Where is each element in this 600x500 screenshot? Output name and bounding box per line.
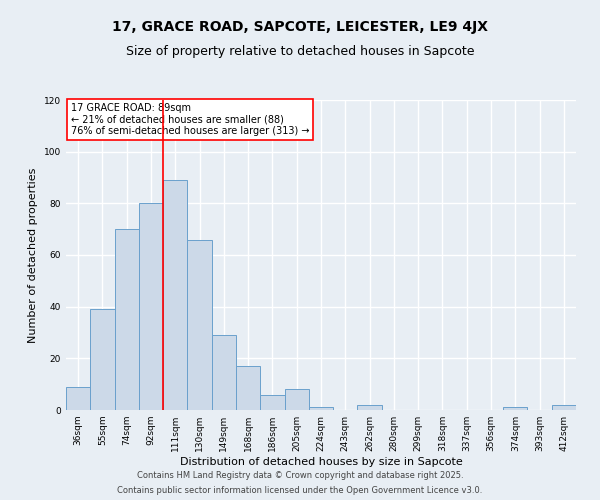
Bar xyxy=(90,309,115,410)
Text: Contains HM Land Registry data © Crown copyright and database right 2025.: Contains HM Land Registry data © Crown c… xyxy=(137,471,463,480)
Bar xyxy=(260,394,284,410)
Bar xyxy=(358,405,382,410)
Bar xyxy=(139,204,163,410)
Bar xyxy=(503,408,527,410)
Text: Contains public sector information licensed under the Open Government Licence v3: Contains public sector information licen… xyxy=(118,486,482,495)
Text: 17, GRACE ROAD, SAPCOTE, LEICESTER, LE9 4JX: 17, GRACE ROAD, SAPCOTE, LEICESTER, LE9 … xyxy=(112,20,488,34)
Bar xyxy=(115,229,139,410)
X-axis label: Distribution of detached houses by size in Sapcote: Distribution of detached houses by size … xyxy=(179,457,463,467)
Text: Size of property relative to detached houses in Sapcote: Size of property relative to detached ho… xyxy=(126,45,474,58)
Bar xyxy=(284,390,309,410)
Bar xyxy=(236,366,260,410)
Bar xyxy=(552,405,576,410)
Bar xyxy=(309,408,333,410)
Bar xyxy=(163,180,187,410)
Bar xyxy=(212,335,236,410)
Bar xyxy=(187,240,212,410)
Bar xyxy=(66,387,90,410)
Y-axis label: Number of detached properties: Number of detached properties xyxy=(28,168,38,342)
Text: 17 GRACE ROAD: 89sqm
← 21% of detached houses are smaller (88)
76% of semi-detac: 17 GRACE ROAD: 89sqm ← 21% of detached h… xyxy=(71,103,310,136)
